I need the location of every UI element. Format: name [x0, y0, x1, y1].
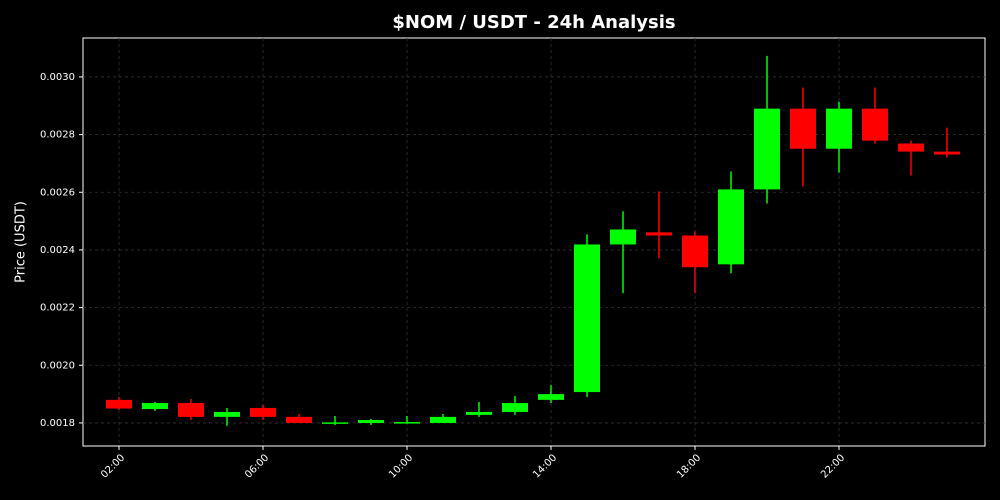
y-tick-label: 0.0024	[40, 245, 75, 256]
candle-body	[286, 416, 312, 423]
candle-body	[322, 422, 348, 424]
chart-title: $NOM / USDT - 24h Analysis	[392, 12, 675, 33]
candle-body	[142, 403, 168, 410]
y-axis-label: Price (USDT)	[14, 201, 29, 283]
y-tick-label: 0.0020	[40, 360, 75, 371]
candle-body	[574, 244, 600, 393]
candle-body	[718, 189, 744, 265]
candle-body	[466, 411, 492, 415]
y-tick-label: 0.0022	[40, 303, 75, 314]
candle-body	[178, 403, 204, 417]
y-tick-label: 0.0018	[40, 418, 75, 429]
candle-body	[934, 151, 960, 155]
candle-body	[358, 420, 384, 423]
candle-body	[250, 407, 276, 417]
candle-body	[394, 422, 420, 424]
plot-frame	[82, 37, 986, 447]
candle-body	[106, 399, 132, 409]
candle-body	[790, 108, 816, 149]
candle-body	[214, 411, 240, 417]
candle-body	[538, 394, 564, 400]
candle-body	[898, 143, 924, 152]
y-tick-label: 0.0026	[40, 187, 75, 198]
candle-body	[862, 108, 888, 141]
y-tick-label: 0.0030	[40, 72, 75, 83]
y-tick-label: 0.0028	[40, 130, 75, 141]
candle-body	[646, 232, 672, 236]
candle-body	[502, 403, 528, 412]
candle-body	[682, 235, 708, 268]
candle-body	[430, 416, 456, 423]
candle-body	[754, 108, 780, 190]
candle-body	[826, 108, 852, 149]
candle-body	[610, 229, 636, 245]
